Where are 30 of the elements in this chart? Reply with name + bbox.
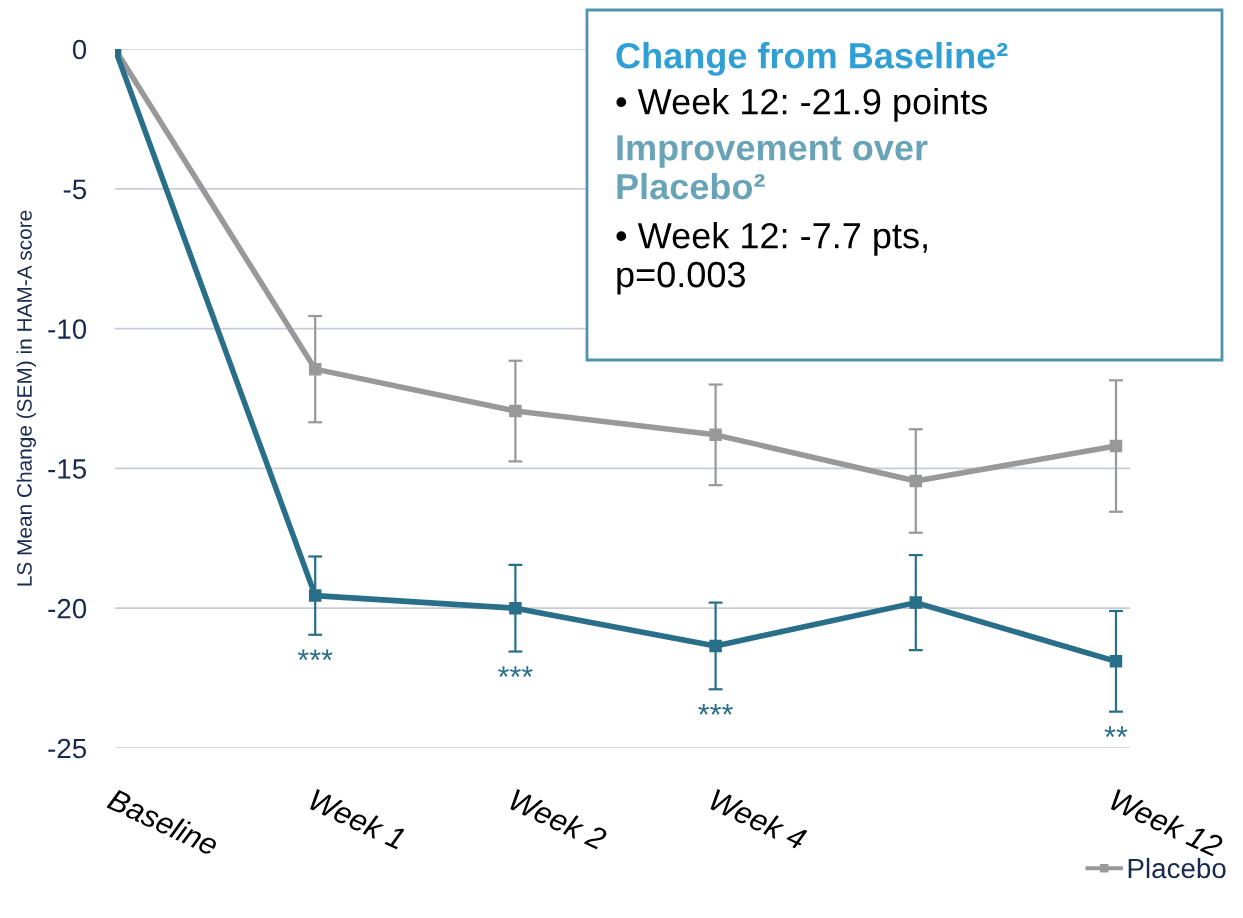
point [709, 639, 722, 653]
x-tick-label: Week 12 [1108, 788, 1225, 858]
y-tick-label: -10 [48, 319, 87, 339]
point [1109, 655, 1123, 668]
annotation: *** [698, 703, 733, 715]
annotation: ** [1104, 726, 1128, 738]
x-tick-label: Week 4 [708, 788, 808, 851]
annotation: *** [297, 649, 333, 661]
y-axis-title: LS Mean Change (SEM) in HAM-A score [16, 210, 36, 586]
y-tick-label: -5 [63, 179, 87, 200]
y-tick-label: -20 [48, 598, 87, 619]
x-tick-label: Week 2 [508, 788, 609, 851]
x-tick-label: Week 1 [308, 788, 407, 850]
y-tick-label: -15 [48, 459, 87, 479]
point [1109, 439, 1123, 453]
y-tick-label: 0 [72, 39, 87, 60]
annotation: Change from Baseline² [616, 42, 1008, 76]
legend-label: Placebo [1128, 857, 1226, 879]
point [509, 404, 522, 418]
annotation: • Week 12: -7.7 pts, p=0.003 [616, 222, 927, 295]
point [909, 596, 923, 609]
point [308, 362, 322, 376]
annotation: Improvement over Placebo² [617, 135, 928, 200]
annotation: • Week 12: -21.9 points [616, 88, 988, 122]
y-tick-label: -25 [48, 738, 87, 759]
annotation: *** [498, 666, 533, 677]
point [308, 589, 322, 602]
point [509, 601, 522, 615]
point [909, 474, 923, 488]
point [709, 428, 722, 442]
